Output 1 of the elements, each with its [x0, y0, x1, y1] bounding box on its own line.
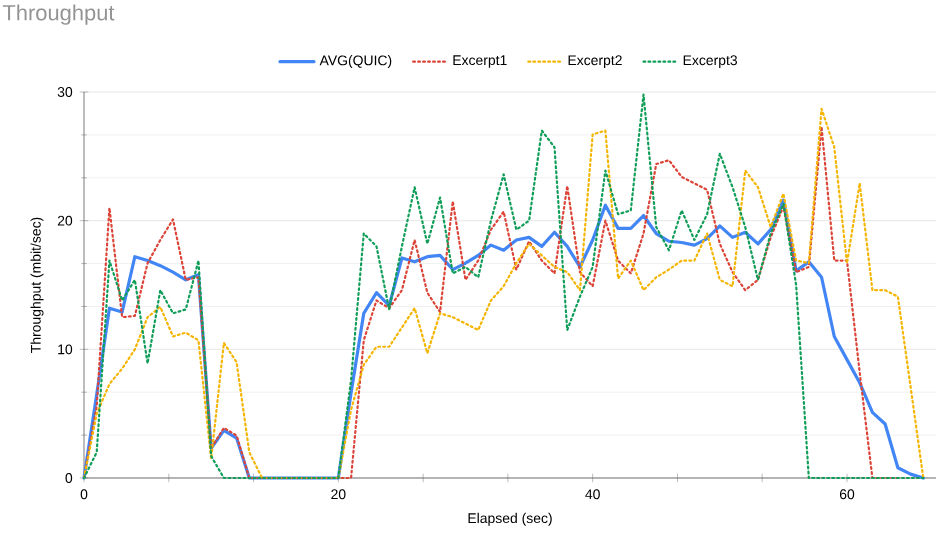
- chart-title: Throughput: [2, 4, 115, 25]
